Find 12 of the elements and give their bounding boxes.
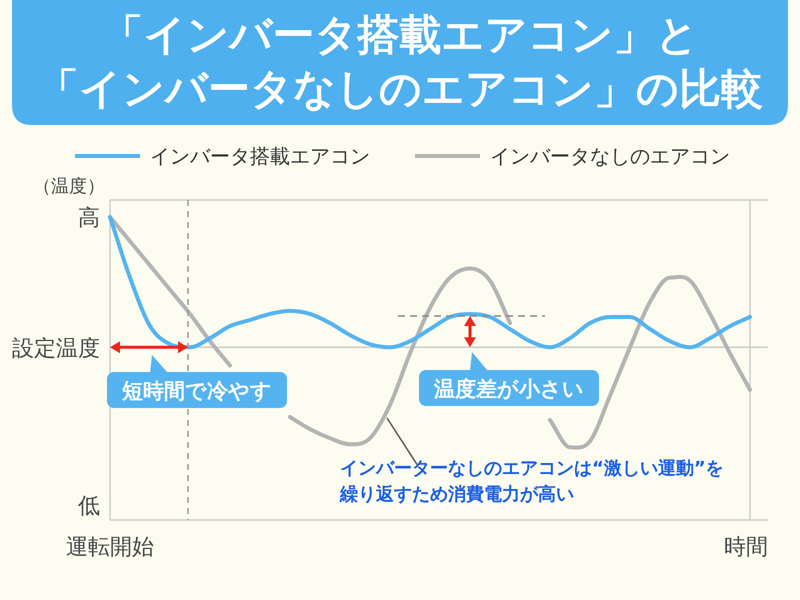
legend-label: インバータなしのエアコン	[490, 144, 730, 168]
legend-label: インバータ搭載エアコン	[150, 144, 370, 168]
text: 低	[78, 494, 100, 519]
text: 運転開始	[66, 535, 154, 560]
y-axis-title: （温度）	[33, 176, 105, 197]
text: 高	[78, 206, 100, 231]
x-axis-title: 時間	[724, 535, 768, 560]
ref-line-label: 設定温度	[12, 336, 100, 362]
annotation: インバーターなしのエアコンは“激しい運動”を繰り返すため消費電力が高い	[340, 457, 725, 507]
annotation: 短時間で冷やす	[121, 379, 272, 403]
annotation: 温度差が小さい	[433, 377, 584, 401]
chart-title: 「インバータ搭載エアコン」と「インバータなしのエアコン」の比較	[36, 9, 764, 115]
